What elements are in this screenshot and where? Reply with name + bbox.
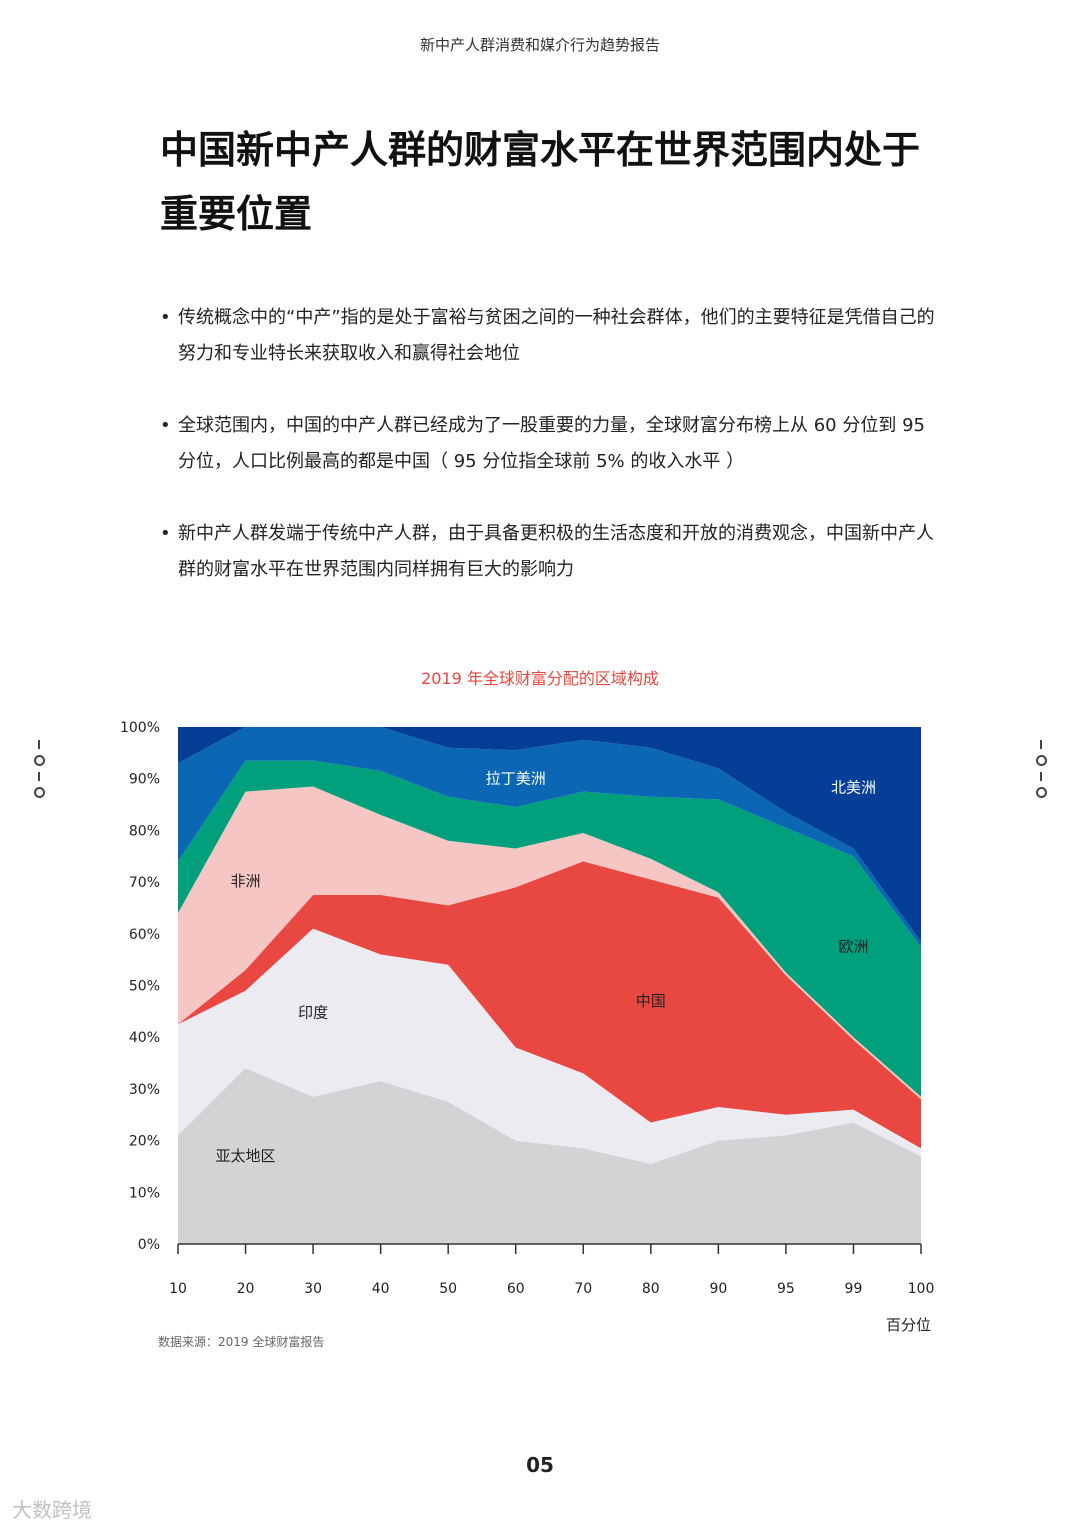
y-tick-label: 70% bbox=[129, 875, 160, 891]
area-series-2 bbox=[178, 861, 921, 1149]
area-series-4 bbox=[178, 760, 921, 1097]
x-tick-label: 99 bbox=[845, 1281, 863, 1297]
area-series-group bbox=[178, 727, 921, 1244]
y-tick-label: 20% bbox=[129, 1134, 160, 1150]
bullet-list: 传统概念中的“中产”指的是处于富裕与贫困之间的一种社会群体，他们的主要特征是凭借… bbox=[160, 300, 940, 624]
watermark-logo: 大数跨境 bbox=[12, 1498, 92, 1522]
x-tick-label: 40 bbox=[372, 1281, 390, 1297]
series-label-6: 北美洲 bbox=[831, 779, 876, 797]
x-tick-label: 100 bbox=[908, 1281, 935, 1297]
chart-title: 2019 年全球财富分配的区域构成 bbox=[421, 669, 659, 688]
x-axis-label: 百分位 bbox=[886, 1316, 932, 1334]
y-tick-label: 0% bbox=[138, 1237, 160, 1253]
area-series-0 bbox=[178, 1068, 921, 1244]
x-tick-label: 10 bbox=[169, 1281, 187, 1297]
series-label-3: 非洲 bbox=[231, 872, 261, 890]
x-tick-label: 70 bbox=[574, 1281, 592, 1297]
series-label-0: 亚太地区 bbox=[216, 1147, 276, 1165]
y-tick-label: 100% bbox=[120, 720, 160, 736]
bullet-item-3: 新中产人群发端于传统中产人群，由于具备更积极的生活态度和开放的消费观念，中国新中… bbox=[160, 516, 940, 588]
report-header: 新中产人群消费和媒介行为趋势报告 bbox=[419, 36, 660, 54]
x-tick-label: 50 bbox=[439, 1281, 457, 1297]
right-side-ornament bbox=[1034, 740, 1048, 798]
x-tick-label: 60 bbox=[507, 1281, 525, 1297]
series-label-1: 印度 bbox=[298, 1004, 328, 1022]
y-tick-label: 80% bbox=[129, 823, 160, 839]
page-number: 05 bbox=[526, 1453, 554, 1477]
y-tick-label: 40% bbox=[129, 1030, 160, 1046]
area-series-1 bbox=[178, 928, 921, 1164]
y-tick-label: 30% bbox=[129, 1082, 160, 1098]
area-series-3 bbox=[178, 786, 921, 1100]
x-tick-label: 20 bbox=[237, 1281, 255, 1297]
x-tick-label: 90 bbox=[709, 1281, 727, 1297]
series-label-2: 中国 bbox=[636, 992, 666, 1010]
area-series-6 bbox=[178, 727, 921, 942]
bullet-item-2: 全球范围内，中国的中产人群已经成为了一股重要的力量，全球财富分布榜上从 60 分… bbox=[160, 408, 940, 480]
x-tick-label: 80 bbox=[642, 1281, 660, 1297]
area-series-5 bbox=[178, 727, 921, 947]
page-title: 中国新中产人群的财富水平在世界范围内处于重要位置 bbox=[160, 128, 921, 236]
series-label-4: 欧洲 bbox=[838, 938, 868, 956]
y-tick-label: 90% bbox=[129, 772, 160, 788]
data-source: 数据来源：2019 全球财富报告 bbox=[158, 1335, 325, 1349]
series-label-5: 拉丁美洲 bbox=[486, 770, 546, 788]
y-tick-label: 50% bbox=[129, 979, 160, 995]
x-tick-label: 30 bbox=[304, 1281, 322, 1297]
bullet-item-1: 传统概念中的“中产”指的是处于富裕与贫困之间的一种社会群体，他们的主要特征是凭借… bbox=[160, 300, 940, 372]
left-side-ornament bbox=[32, 740, 46, 798]
y-tick-label: 10% bbox=[129, 1185, 160, 1201]
y-tick-label: 60% bbox=[129, 927, 160, 943]
x-tick-label: 95 bbox=[777, 1281, 795, 1297]
